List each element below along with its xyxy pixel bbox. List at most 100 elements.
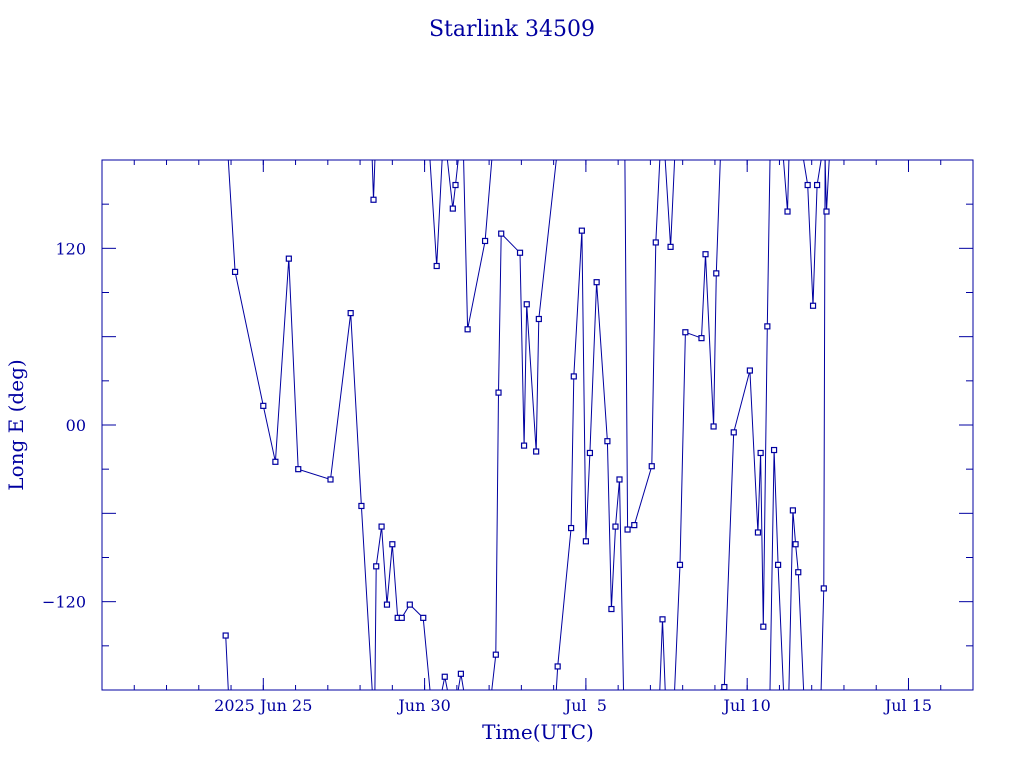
data-point — [809, 302, 817, 309]
data-point — [754, 529, 762, 536]
data-point — [327, 476, 334, 483]
data-point — [535, 315, 542, 323]
series-line — [491, 159, 557, 691]
data-point — [568, 524, 575, 532]
data-point — [441, 673, 448, 680]
series-line — [820, 159, 826, 691]
series-line — [623, 159, 661, 531]
x-tick-label: Jul 5 — [563, 696, 607, 715]
data-point — [764, 323, 771, 330]
x-axis-label: Time(UTC) — [482, 720, 594, 744]
data-point — [730, 429, 737, 436]
data-point — [492, 651, 499, 658]
data-point — [616, 476, 623, 483]
data-point — [608, 605, 615, 613]
data-point — [533, 448, 540, 455]
data-point — [481, 237, 489, 245]
data-point — [698, 335, 705, 342]
data-points — [222, 181, 830, 691]
data-point — [624, 526, 631, 533]
data-point — [452, 181, 459, 189]
data-point — [757, 449, 764, 457]
data-point — [652, 239, 659, 246]
data-point — [604, 438, 611, 445]
x-tick-label: Jul 15 — [883, 696, 932, 715]
data-point — [516, 249, 524, 256]
data-point — [420, 614, 427, 621]
data-point — [398, 614, 405, 621]
data-point — [792, 541, 799, 548]
data-point — [370, 196, 377, 203]
data-point — [612, 523, 619, 530]
data-point — [272, 458, 279, 465]
axis-ticks — [101, 159, 974, 691]
data-point — [586, 449, 594, 457]
data-point — [710, 423, 717, 430]
data-point — [570, 373, 577, 380]
data-point — [495, 389, 502, 396]
y-tick-label: 00 — [66, 416, 86, 435]
y-tick-label: −120 — [42, 593, 86, 612]
series-line — [783, 159, 790, 212]
data-point — [648, 463, 655, 470]
data-point — [520, 442, 528, 449]
series-line — [446, 159, 459, 209]
data-point — [582, 538, 589, 545]
data-point — [760, 623, 767, 630]
x-tick-label: Jul 10 — [722, 696, 771, 715]
series-line — [769, 449, 784, 691]
data-point — [820, 585, 827, 592]
series-line — [824, 159, 830, 212]
data-point — [746, 367, 753, 374]
data-point — [631, 522, 638, 529]
data-point — [593, 279, 600, 286]
series-line — [555, 230, 624, 691]
data-point — [378, 523, 385, 530]
data-point — [721, 683, 728, 691]
data-point — [578, 227, 585, 234]
chart-title: Starlink 34509 — [429, 17, 595, 42]
data-point — [295, 466, 302, 473]
data-point — [231, 268, 239, 275]
series-line — [374, 526, 431, 691]
series-line — [720, 159, 771, 691]
data-point — [770, 446, 778, 454]
data-point — [795, 569, 802, 576]
data-point — [676, 561, 684, 568]
series-line — [225, 635, 229, 691]
data-point — [554, 663, 561, 670]
data-point — [823, 208, 830, 215]
tick-labels: 2025 Jun 25 Jun 30 Jul 5 Jul 10 Jul 15 120 00 −… — [42, 239, 932, 715]
series-line — [788, 510, 805, 691]
series-line — [227, 159, 373, 691]
series-line — [429, 159, 443, 267]
data-point — [449, 205, 456, 212]
data-point — [457, 670, 464, 677]
series-line — [803, 159, 822, 306]
data-point — [804, 181, 811, 189]
series-line — [659, 619, 666, 691]
data-point — [406, 601, 413, 608]
data-point — [713, 270, 720, 277]
data-point — [373, 563, 380, 570]
data-point — [285, 255, 292, 262]
data-point — [775, 561, 782, 568]
data-point — [464, 326, 471, 333]
data-point — [358, 502, 365, 510]
series-line — [371, 159, 376, 200]
data-point — [433, 262, 440, 270]
data-point — [347, 310, 354, 317]
data-point — [813, 181, 821, 189]
data-point — [498, 230, 505, 237]
data-point — [682, 329, 689, 336]
series-line — [463, 159, 493, 330]
data-point — [383, 601, 391, 608]
y-tick-label: 120 — [55, 239, 86, 258]
series-line — [674, 159, 721, 691]
series-lines — [225, 159, 830, 691]
x-tick-label: 2025 Jun 25 — [214, 696, 312, 715]
data-point — [702, 251, 709, 258]
data-point — [260, 402, 267, 409]
data-point — [222, 632, 229, 639]
